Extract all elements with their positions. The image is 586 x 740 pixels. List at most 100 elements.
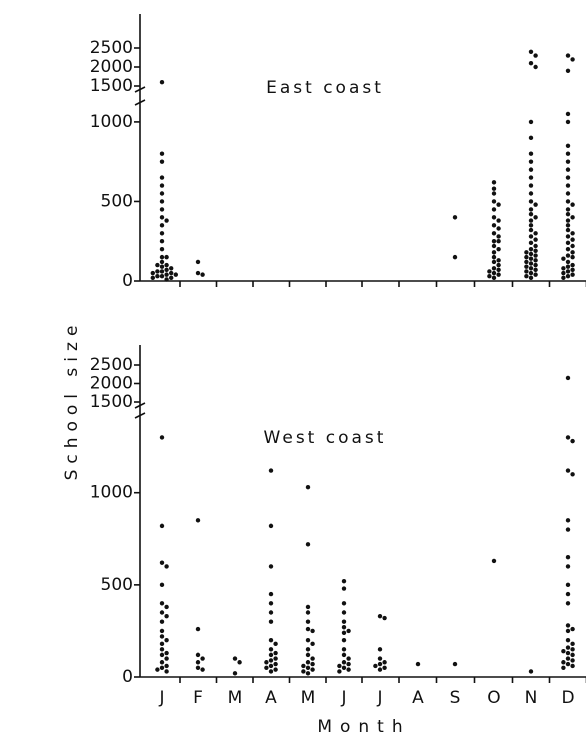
data-point: [305, 665, 311, 670]
data-point: [528, 234, 534, 239]
data-point: [570, 438, 575, 444]
data-point: [491, 270, 497, 276]
data-point: [528, 49, 534, 54]
data-point: [533, 231, 538, 236]
data-point: [491, 231, 497, 236]
data-point: [491, 243, 497, 249]
data-point: [164, 650, 169, 656]
data-point: [273, 641, 278, 647]
data-point: [570, 262, 575, 268]
data-point: [164, 637, 169, 643]
data-point: [169, 275, 174, 281]
data-point: [528, 218, 534, 223]
data-point: [570, 652, 575, 658]
data-point: [533, 267, 538, 273]
data-point: [155, 274, 160, 279]
x-tick-label: J: [376, 688, 382, 708]
data-point: [341, 625, 347, 630]
data-point: [268, 663, 274, 669]
data-point: [565, 191, 571, 196]
data-point: [528, 223, 534, 228]
data-point: [305, 671, 311, 676]
data-point: [533, 248, 538, 253]
data-point: [232, 656, 238, 661]
data-point: [159, 215, 165, 220]
data-point: [487, 269, 492, 274]
data-point: [533, 237, 538, 242]
data-point: [491, 239, 497, 244]
data-point: [496, 202, 501, 207]
data-point: [346, 628, 351, 634]
data-point: [159, 239, 165, 244]
data-point: [533, 253, 538, 258]
data-point: [570, 267, 575, 273]
data-point: [159, 259, 165, 265]
data-point: [533, 202, 538, 207]
data-point: [496, 226, 501, 231]
data-point: [528, 246, 534, 252]
data-point: [565, 656, 571, 661]
data-point: [524, 274, 529, 279]
data-point: [159, 191, 165, 196]
data-point: [377, 656, 383, 661]
data-point: [268, 564, 274, 569]
data-point: [268, 523, 274, 529]
data-point: [415, 661, 421, 667]
y-tick-label: 1000: [90, 112, 133, 132]
data-point: [528, 191, 534, 196]
data-point: [528, 151, 534, 156]
data-point: [565, 591, 571, 597]
data-point: [373, 663, 378, 669]
data-point: [565, 518, 571, 523]
data-point: [528, 199, 534, 204]
data-point: [570, 254, 575, 260]
data-point: [305, 604, 311, 610]
data-point: [164, 277, 169, 282]
data-point: [310, 661, 315, 667]
data-point: [164, 564, 169, 569]
data-point: [159, 151, 165, 156]
data-point: [565, 234, 571, 239]
data-point: [570, 243, 575, 249]
data-point: [528, 266, 534, 271]
data-point: [565, 264, 571, 269]
data-point: [533, 215, 538, 220]
y-tick-label: 1500: [90, 392, 133, 412]
data-point: [341, 637, 347, 643]
data-point: [533, 53, 538, 58]
data-point: [159, 523, 165, 529]
data-point: [528, 175, 534, 180]
data-point: [159, 159, 165, 164]
data-point: [268, 647, 274, 652]
y-tick-label: 1000: [90, 483, 133, 503]
data-point: [346, 667, 351, 672]
data-point: [159, 80, 165, 85]
data-point: [570, 272, 575, 277]
data-point: [570, 658, 575, 663]
y-tick-label: 0: [122, 667, 133, 687]
data-point: [273, 650, 278, 656]
data-point: [346, 656, 351, 661]
data-point: [565, 435, 571, 440]
data-point: [452, 254, 458, 260]
data-point: [570, 641, 575, 647]
data-point: [264, 665, 269, 670]
data-point: [268, 601, 274, 606]
data-point: [268, 610, 274, 615]
data-point: [159, 231, 165, 236]
x-tick-label: F: [193, 688, 203, 708]
data-point: [565, 661, 571, 667]
data-point: [159, 254, 165, 260]
data-point: [565, 253, 571, 258]
data-point: [268, 591, 274, 597]
data-point: [565, 68, 571, 74]
y-tick-label: 2000: [90, 57, 133, 77]
data-point: [565, 111, 571, 117]
x-tick-label: M: [228, 688, 243, 708]
data-point: [524, 269, 529, 274]
data-point: [561, 665, 566, 670]
x-tick-label: M: [301, 688, 316, 708]
data-point: [164, 267, 169, 273]
data-point: [268, 637, 274, 643]
data-point: [310, 667, 315, 672]
